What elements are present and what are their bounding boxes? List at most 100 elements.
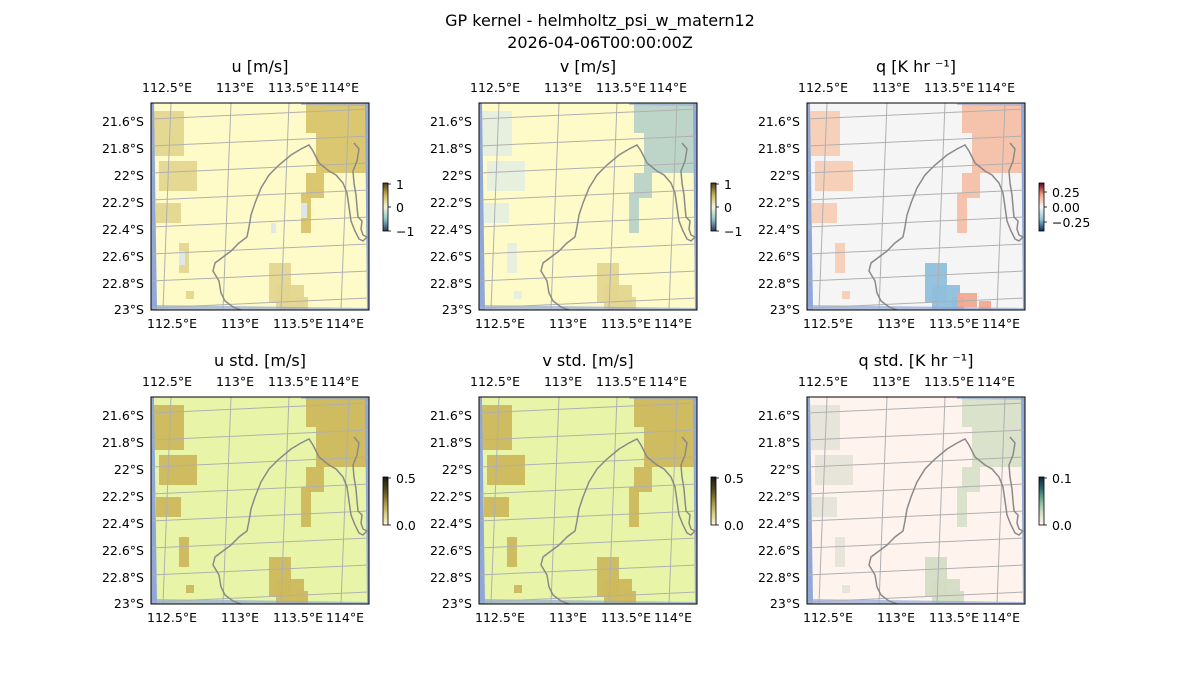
gridline-parallel	[807, 243, 1025, 255]
gridline-meridian	[280, 397, 290, 604]
panel-title: v [m/s]	[560, 57, 616, 76]
panel-title: q [K hr ⁻¹]	[876, 57, 956, 76]
colorbar-tick-label: −0.25	[1052, 215, 1090, 230]
colorbar-tick-label: 0.1	[1052, 471, 1072, 486]
lat-tick-label: 22.8°S	[102, 276, 144, 291]
domain-edge-south	[479, 599, 697, 604]
field-cell-northeast	[306, 173, 324, 198]
lat-tick-label: 21.6°S	[758, 114, 800, 129]
field-cell-northeast	[629, 487, 639, 527]
domain-edge-east	[693, 103, 697, 310]
gridline-parallel	[151, 189, 369, 201]
lon-tick-label-bottom: 114°E	[982, 610, 1020, 625]
lat-tick-label: 22.4°S	[430, 516, 472, 531]
lat-tick-label: 22°S	[442, 462, 472, 477]
gridline-meridian	[162, 397, 172, 604]
lon-tick-label-bottom: 114°E	[326, 610, 364, 625]
field-cell-northeast	[962, 397, 1024, 427]
field-cell-west	[156, 497, 181, 517]
domain-edge-north	[957, 103, 1025, 106]
field-cell-west	[507, 243, 517, 273]
gridline-meridian	[668, 397, 678, 604]
colorbar-tick-label: 0.0	[1052, 518, 1072, 533]
field-cell-south-central	[296, 297, 308, 309]
gridline-meridian	[936, 103, 946, 310]
gridline-meridian	[222, 103, 232, 310]
lat-tick-label: 22.6°S	[430, 543, 472, 558]
colorbar: 1 0 −1	[382, 177, 414, 239]
gridline-parallel	[479, 564, 697, 576]
gridline-parallel	[479, 510, 697, 522]
gridline-meridian	[818, 103, 828, 310]
colorbar: 0.1 0.0	[1038, 471, 1072, 533]
colorbar-tick-label: 0.5	[396, 471, 416, 486]
lat-tick-label: 22.6°S	[758, 543, 800, 558]
gridline-parallel	[479, 216, 697, 228]
domain-edge-east	[1021, 397, 1025, 604]
domain-edge-south	[807, 599, 1025, 604]
panel-1: u [m/s]112.5°E112.5°E113°E113°E113.5°E11…	[102, 57, 414, 331]
field-cell-west	[842, 291, 850, 299]
gridline-parallel	[807, 564, 1025, 576]
lat-tick-label: 22.2°S	[430, 195, 472, 210]
gridline-parallel	[151, 564, 369, 576]
field-cell-west	[487, 455, 525, 485]
domain-edge-south	[807, 305, 1025, 310]
lon-tick-label-bottom: 112.5°E	[147, 610, 197, 625]
domain-edge-north	[629, 397, 697, 400]
colorbar-tick-label: −1	[724, 224, 742, 239]
lat-tick-label: 22.6°S	[102, 249, 144, 264]
lon-tick-label-bottom: 114°E	[326, 316, 364, 331]
coastline	[212, 436, 369, 604]
colorbar: 1 0 −1	[710, 177, 742, 239]
gridline-meridian	[222, 397, 232, 604]
lon-tick-label-bottom: 113°E	[221, 316, 259, 331]
field-cell-west	[484, 497, 509, 517]
lat-tick-label: 22°S	[114, 462, 144, 477]
gridline-parallel	[479, 537, 697, 549]
field-cell-central-specks	[271, 223, 276, 233]
lat-tick-label: 21.8°S	[102, 141, 144, 156]
gridline-meridian	[608, 103, 618, 310]
lon-tick-label-top: 114°E	[649, 80, 687, 95]
map-frame	[806, 396, 1026, 605]
field-cell-central-specks	[179, 251, 185, 265]
field-cell-west	[484, 203, 509, 223]
colorbar-tick-label: 0	[724, 200, 732, 215]
gridline-parallel	[151, 162, 369, 174]
gridline-parallel	[479, 591, 697, 603]
gridline-meridian	[608, 397, 618, 604]
colorbar-bar	[382, 476, 389, 526]
lon-tick-label-bottom: 114°E	[654, 316, 692, 331]
lat-tick-label: 23°S	[442, 596, 472, 611]
domain-edge-north	[301, 103, 369, 106]
lon-tick-label-bottom: 114°E	[654, 610, 692, 625]
lat-tick-label: 22.6°S	[758, 249, 800, 264]
domain-edge-west	[479, 103, 485, 310]
domain-edge-north	[629, 103, 697, 106]
gridline-parallel	[807, 591, 1025, 603]
colorbar-tick-label: 0.5	[724, 471, 744, 486]
gridline-parallel	[479, 402, 697, 414]
gridline-parallel	[807, 270, 1025, 282]
colorbar-bar	[710, 182, 717, 232]
lon-tick-label-bottom: 113.5°E	[273, 316, 323, 331]
lon-tick-label-bottom: 112.5°E	[475, 316, 525, 331]
panel-title: u std. [m/s]	[214, 351, 306, 370]
lon-tick-label-top: 113.5°E	[924, 80, 974, 95]
lat-tick-label: 21.8°S	[430, 141, 472, 156]
gridline-parallel	[151, 243, 369, 255]
lat-tick-label: 21.6°S	[102, 114, 144, 129]
lon-tick-label-top: 113.5°E	[596, 80, 646, 95]
field-cell-northeast	[957, 193, 967, 233]
lon-tick-label-bottom: 113.5°E	[273, 610, 323, 625]
field-cell-northeast	[634, 397, 696, 427]
field-cell-west	[156, 203, 181, 223]
gridline-meridian	[818, 397, 828, 604]
domain-edge-west	[807, 103, 813, 310]
field-cell-northeast	[957, 487, 967, 527]
domain-edge-south	[479, 305, 697, 310]
map-area	[151, 103, 369, 310]
lon-tick-label-top: 113.5°E	[268, 374, 318, 389]
lat-tick-label: 22.6°S	[102, 543, 144, 558]
